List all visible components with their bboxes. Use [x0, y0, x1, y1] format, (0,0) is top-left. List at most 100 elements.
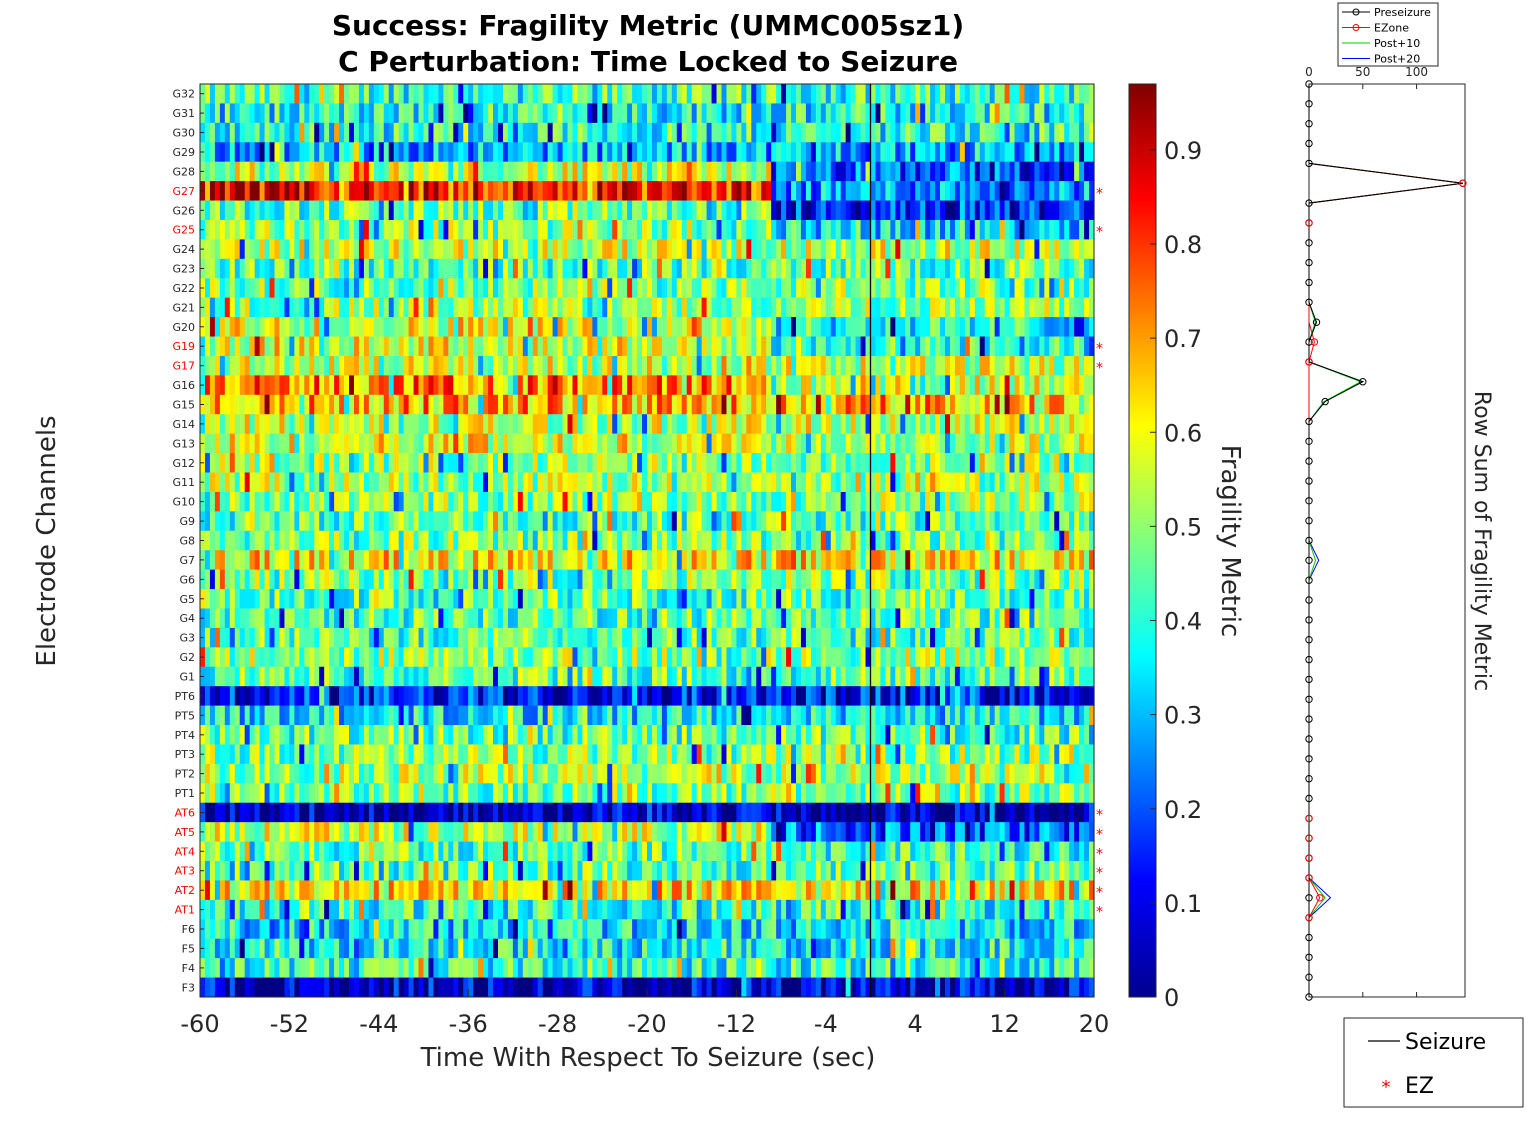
- heatmap-cell: [378, 355, 385, 376]
- heatmap-cell: [483, 511, 489, 532]
- heatmap-cell: [935, 491, 941, 512]
- heatmap-cell: [423, 550, 430, 570]
- heatmap-row: [200, 200, 1095, 221]
- heatmap-cell: [334, 84, 340, 104]
- heatmap-cell: [473, 336, 479, 357]
- heatmap-cell: [234, 530, 241, 551]
- heatmap-cell: [661, 297, 668, 318]
- heatmap-cell: [542, 589, 549, 609]
- heatmap-cell: [910, 142, 916, 163]
- heatmap-cell: [751, 550, 757, 570]
- heatmap-cell: [279, 297, 286, 318]
- heatmap-cell: [542, 122, 549, 143]
- heatmap-cell: [984, 472, 991, 493]
- heatmap-cell: [830, 84, 837, 104]
- heatmap-cell: [478, 181, 484, 201]
- heatmap-cell: [671, 394, 678, 415]
- heatmap-cell: [373, 433, 380, 454]
- heatmap-cell: [299, 453, 305, 473]
- heatmap-cell: [244, 142, 251, 163]
- heatmap-row: [200, 569, 1095, 590]
- heatmap-cell: [632, 239, 638, 260]
- heatmap-cell: [1009, 414, 1016, 434]
- heatmap-cell: [935, 103, 941, 124]
- heatmap-cell: [999, 219, 1006, 240]
- heatmap-cell: [964, 161, 971, 182]
- heatmap-cell: [284, 414, 290, 434]
- heatmap-cell: [741, 472, 747, 493]
- heatmap-cell: [229, 491, 236, 512]
- heatmap-plot-area: [200, 84, 1095, 998]
- heatmap-cell: [353, 569, 360, 590]
- heatmap-cell: [532, 453, 539, 473]
- heatmap-cell: [776, 472, 782, 493]
- heatmap-cell: [885, 530, 891, 551]
- heatmap-cell: [339, 550, 345, 570]
- heatmap-cell: [910, 181, 916, 201]
- heatmap-cell: [751, 200, 757, 221]
- heatmap-cell: [915, 491, 921, 512]
- heatmap-cell: [681, 297, 688, 318]
- heatmap-cell: [835, 453, 842, 473]
- heatmap-cell: [209, 453, 216, 473]
- heatmap-cell: [314, 414, 320, 434]
- heatmap-cell: [810, 258, 817, 279]
- heatmap-cell: [979, 219, 986, 240]
- heatmap-cell: [1079, 569, 1085, 590]
- heatmap-cell: [1004, 550, 1011, 570]
- heatmap-cell: [388, 453, 395, 473]
- heatmap-cell: [830, 394, 837, 415]
- heatmap-cell: [458, 414, 464, 434]
- heatmap-cell: [984, 142, 991, 163]
- heatmap-cell: [363, 336, 370, 357]
- heatmap-cell: [448, 297, 454, 318]
- heatmap-cell: [791, 375, 797, 396]
- heatmap-cell: [855, 550, 862, 570]
- heatmap-cell: [398, 608, 405, 629]
- heatmap-cell: [398, 161, 405, 182]
- heatmap-cell: [1084, 200, 1090, 221]
- heatmap-cell: [299, 317, 305, 337]
- heatmap-cell: [483, 336, 489, 357]
- heatmap-cell: [314, 84, 320, 104]
- heatmap-cell: [398, 181, 405, 201]
- heatmap-cell: [304, 297, 310, 318]
- heatmap-cell: [622, 336, 628, 357]
- heatmap-cell: [204, 297, 211, 318]
- heatmap-cell: [383, 355, 390, 376]
- heatmap-cell: [651, 122, 658, 143]
- heatmap-cell: [686, 355, 693, 376]
- heatmap-cell: [741, 103, 747, 124]
- heatmap-cell: [815, 142, 822, 163]
- heatmap-cell: [413, 355, 420, 376]
- heatmap-cell: [349, 103, 355, 124]
- heatmap-cell: [527, 511, 534, 532]
- heatmap-cell: [910, 472, 916, 493]
- heatmap-cell: [274, 200, 281, 221]
- heatmap-cell: [945, 336, 951, 357]
- heatmap-cell: [661, 569, 668, 590]
- heatmap-row: [200, 278, 1095, 298]
- heatmap-cell: [681, 317, 688, 337]
- heatmap-cell: [691, 453, 698, 473]
- heatmap-cell: [696, 608, 703, 629]
- heatmap-cell: [254, 608, 261, 629]
- heatmap-cell: [607, 491, 613, 512]
- heatmap-cell: [1079, 142, 1085, 163]
- heatmap-cell: [517, 200, 524, 221]
- heatmap-row: [200, 511, 1095, 532]
- heatmap-cell: [771, 239, 777, 260]
- heatmap-cell: [557, 122, 564, 143]
- heatmap-cell: [810, 530, 817, 551]
- heatmap-cell: [552, 589, 559, 609]
- heatmap-cell: [363, 472, 370, 493]
- heatmap-cell: [557, 355, 564, 376]
- heatmap-cell: [587, 161, 593, 182]
- heatmap-cell: [274, 550, 281, 570]
- heatmap-cell: [334, 336, 340, 357]
- heatmap-cell: [627, 375, 633, 396]
- heatmap-cell: [453, 355, 459, 376]
- heatmap-cell: [1049, 84, 1055, 104]
- heatmap-cell: [597, 317, 603, 337]
- heatmap-cell: [418, 161, 425, 182]
